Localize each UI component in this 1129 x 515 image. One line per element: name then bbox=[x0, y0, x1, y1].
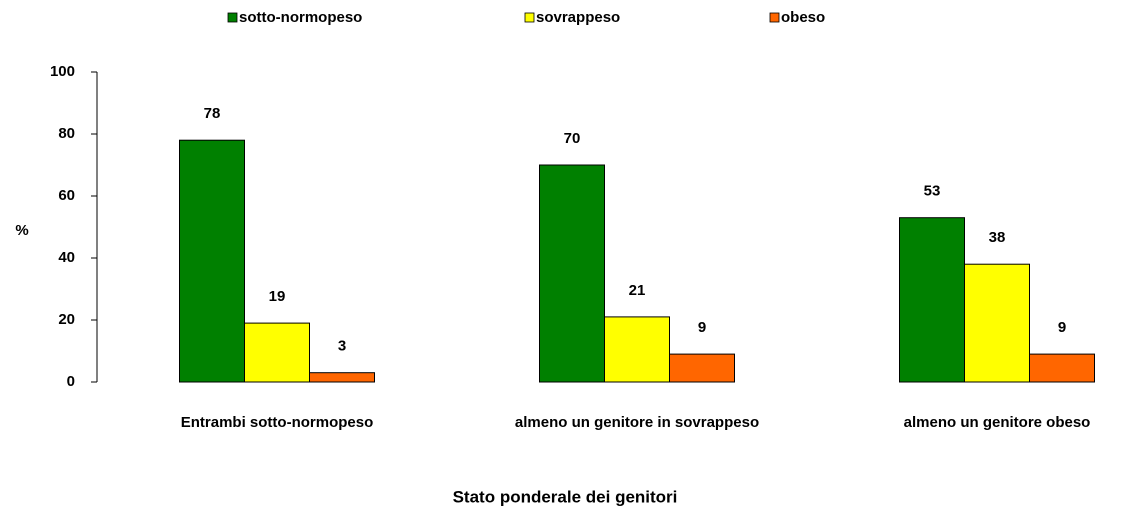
y-tick-label: 0 bbox=[67, 373, 75, 390]
data-label: 78 bbox=[204, 105, 221, 122]
y-tick-label: 60 bbox=[58, 187, 75, 204]
data-label: 38 bbox=[989, 229, 1006, 246]
bar bbox=[309, 372, 375, 383]
y-tick-label: 40 bbox=[58, 249, 75, 266]
bar bbox=[179, 139, 245, 383]
legend-label: obeso bbox=[781, 9, 825, 26]
bar bbox=[964, 263, 1030, 383]
y-tick-label: 100 bbox=[50, 63, 75, 80]
x-tick-label: Entrambi sotto-normopeso bbox=[181, 414, 374, 431]
bar bbox=[604, 316, 670, 383]
data-label: 9 bbox=[698, 319, 706, 336]
bar bbox=[669, 353, 735, 383]
bar bbox=[899, 217, 965, 383]
legend-swatch bbox=[769, 12, 780, 23]
x-tick-label: almeno un genitore obeso bbox=[904, 414, 1091, 431]
data-label: 19 bbox=[269, 288, 286, 305]
data-label: 9 bbox=[1058, 319, 1066, 336]
bar bbox=[1029, 353, 1095, 383]
bar bbox=[539, 164, 605, 383]
legend-label: sovrappeso bbox=[536, 9, 620, 26]
data-label: 21 bbox=[629, 282, 646, 299]
legend-swatch bbox=[524, 12, 535, 23]
y-tick-label: 80 bbox=[58, 125, 75, 142]
legend-label: sotto-normopeso bbox=[239, 9, 362, 26]
data-label: 53 bbox=[924, 183, 941, 200]
y-axis-label: % bbox=[15, 222, 28, 239]
x-axis-label: Stato ponderale dei genitori bbox=[453, 487, 678, 506]
data-label: 3 bbox=[338, 338, 346, 355]
y-tick-label: 20 bbox=[58, 311, 75, 328]
data-label: 70 bbox=[564, 130, 581, 147]
bar bbox=[244, 322, 310, 383]
x-tick-label: almeno un genitore in sovrappeso bbox=[515, 414, 759, 431]
legend-swatch bbox=[227, 12, 238, 23]
